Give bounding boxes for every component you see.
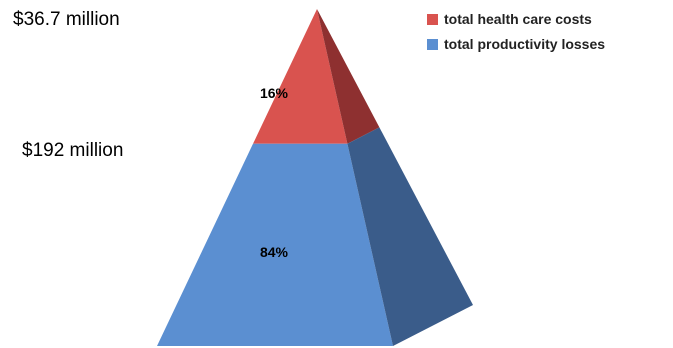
legend-swatch-health-care-costs <box>427 14 438 25</box>
legend-label-productivity-losses: total productivity losses <box>444 36 605 52</box>
legend-swatch-productivity-losses <box>427 39 438 50</box>
legend-label-health-care-costs: total health care costs <box>444 11 592 27</box>
pyramid-side-productivity-losses <box>347 127 473 347</box>
health-care-costs-value-label: $36.7 million <box>13 9 120 30</box>
productivity-losses-value-label: $192 million <box>22 140 124 161</box>
pyramid-side-health-care-costs <box>317 9 380 144</box>
productivity-losses-percent-label: 84% <box>260 244 289 260</box>
pyramid-segment-health-care-costs <box>253 9 348 144</box>
health-care-costs-percent-label: 16% <box>260 85 289 101</box>
pyramid-segment-productivity-losses <box>157 143 393 346</box>
